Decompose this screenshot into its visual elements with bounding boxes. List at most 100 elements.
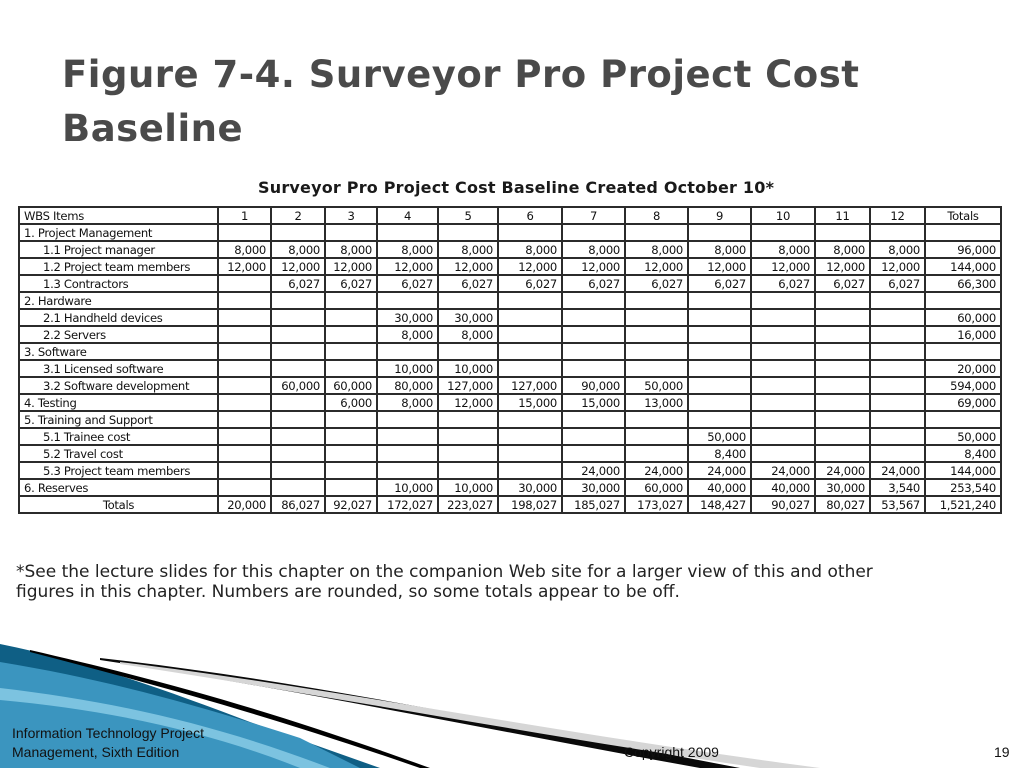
cost-cell [869, 376, 926, 395]
footer-book-line-2: Management, Sixth Edition [12, 744, 180, 760]
cost-cell [497, 444, 563, 463]
cost-cell [437, 342, 499, 361]
cost-cell: 8,000 [217, 240, 272, 259]
cost-cell [814, 308, 871, 327]
table-header-row: WBS Items 1 2 3 4 5 6 7 8 9 10 11 12 Totals [18, 206, 1002, 225]
cost-cell [217, 359, 272, 378]
cost-cell [217, 308, 272, 327]
cost-cell: 50,000 [687, 427, 752, 446]
column-header: 2 [270, 206, 326, 225]
table-row: 6. Reserves 10,000 10,000 30,000 30,000 60,00… [18, 478, 1002, 497]
cost-cell: 10,000 [376, 359, 439, 378]
cost-cell [687, 410, 752, 429]
cost-cell: 8,000 [497, 240, 563, 259]
wbs-item-label: 4. Testing [18, 393, 219, 412]
column-header: 3 [324, 206, 378, 225]
cost-cell [324, 478, 378, 497]
cost-baseline-table: WBS Items 1 2 3 4 5 6 7 8 9 10 11 12 Totals 1. Projec… [18, 206, 1002, 514]
cost-cell [270, 223, 326, 242]
cost-cell: 90,000 [561, 376, 626, 395]
footer-book-title: Information Technology Project Managemen… [12, 724, 272, 762]
cost-cell [561, 223, 626, 242]
cost-cell: 6,027 [324, 274, 378, 293]
cost-cell: 13,000 [624, 393, 689, 412]
cost-cell: 30,000 [561, 478, 626, 497]
cost-cell [324, 291, 378, 310]
wbs-item-label: 1.3 Contractors [18, 274, 219, 293]
cost-cell: 40,000 [687, 478, 752, 497]
cost-cell [437, 427, 499, 446]
cost-cell: 172,027 [376, 495, 439, 514]
cost-cell [814, 223, 871, 242]
cost-cell: 8,000 [750, 240, 816, 259]
column-header: 12 [869, 206, 926, 225]
cost-cell [687, 393, 752, 412]
cost-cell [324, 359, 378, 378]
cost-cell [270, 444, 326, 463]
cost-cell [869, 325, 926, 344]
cost-cell: 92,027 [324, 495, 378, 514]
cost-cell: 6,027 [624, 274, 689, 293]
row-total-cell: 8,400 [924, 444, 1002, 463]
cost-cell: 6,027 [687, 274, 752, 293]
cost-cell [217, 461, 272, 480]
cost-cell [437, 223, 499, 242]
cost-cell [270, 461, 326, 480]
cost-cell [687, 223, 752, 242]
cost-cell: 223,027 [437, 495, 499, 514]
table-row: 1.3 Contractors 6,027 6,027 6,027 6,027 6,027… [18, 274, 1002, 293]
cost-cell [324, 308, 378, 327]
cost-cell [217, 342, 272, 361]
cost-cell: 8,000 [437, 325, 499, 344]
cost-cell: 10,000 [376, 478, 439, 497]
cost-cell [270, 427, 326, 446]
cost-cell [497, 342, 563, 361]
cost-cell [497, 325, 563, 344]
cost-cell [324, 410, 378, 429]
cost-cell: 12,000 [437, 393, 499, 412]
cost-cell [750, 223, 816, 242]
cost-cell: 12,000 [217, 257, 272, 276]
cost-cell [561, 342, 626, 361]
cost-cell: 185,027 [561, 495, 626, 514]
row-total-cell [924, 410, 1002, 429]
cost-cell: 12,000 [376, 257, 439, 276]
cost-cell [497, 291, 563, 310]
cost-cell: 30,000 [814, 478, 871, 497]
cost-cell [324, 444, 378, 463]
cost-cell [624, 444, 689, 463]
cost-cell: 8,000 [814, 240, 871, 259]
cost-cell [376, 461, 439, 480]
cost-cell [561, 291, 626, 310]
cost-cell [270, 478, 326, 497]
footnote-line-1: *See the lecture slides for this chapter… [16, 562, 873, 582]
cost-cell [687, 342, 752, 361]
row-total-cell: 60,000 [924, 308, 1002, 327]
cost-cell: 30,000 [376, 308, 439, 327]
cost-cell [376, 291, 439, 310]
cost-cell: 8,000 [561, 240, 626, 259]
cost-cell: 12,000 [624, 257, 689, 276]
row-total-cell: 66,300 [924, 274, 1002, 293]
wbs-item-label: 2.2 Servers [18, 325, 219, 344]
cost-cell: 8,000 [324, 240, 378, 259]
cost-cell: 8,000 [376, 240, 439, 259]
cost-cell: 12,000 [561, 257, 626, 276]
page-number: 19 [994, 744, 1010, 760]
cost-cell [624, 410, 689, 429]
cost-cell [324, 427, 378, 446]
column-header: 5 [437, 206, 499, 225]
cost-cell: 15,000 [497, 393, 563, 412]
cost-cell: 8,000 [437, 240, 499, 259]
cost-cell [624, 223, 689, 242]
wbs-item-label: 3.2 Software development [18, 376, 219, 395]
cost-cell [217, 444, 272, 463]
cost-cell [497, 359, 563, 378]
cost-cell [814, 325, 871, 344]
cost-cell [217, 478, 272, 497]
cost-cell: 24,000 [750, 461, 816, 480]
wbs-item-label: 5.3 Project team members [18, 461, 219, 480]
row-total-cell: 16,000 [924, 325, 1002, 344]
column-header: Totals [924, 206, 1002, 225]
table-row: 1.1 Project manager 8,000 8,000 8,000 8,000 8… [18, 240, 1002, 259]
